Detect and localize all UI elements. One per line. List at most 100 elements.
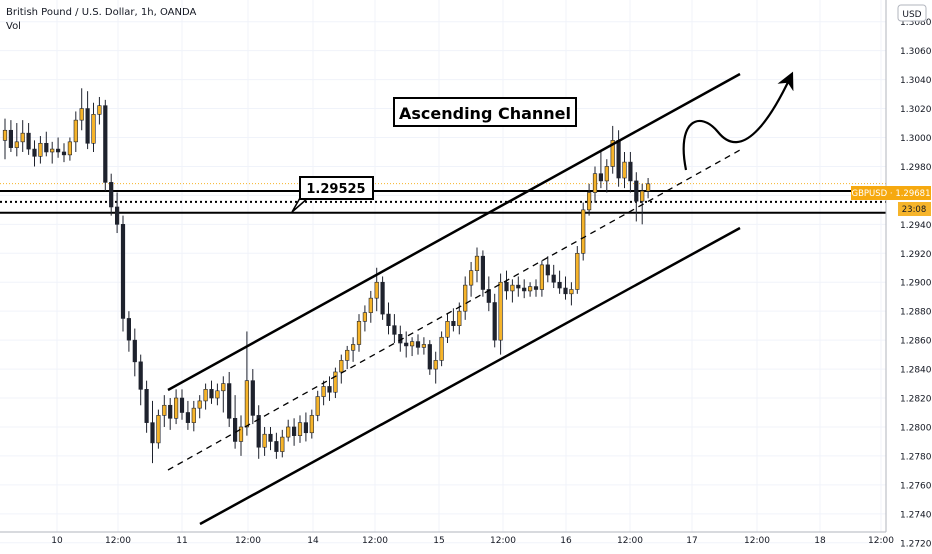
x-tick-label: 12:00: [105, 536, 131, 546]
candle-up: [333, 371, 338, 393]
x-tick-label: 14: [307, 536, 319, 546]
price-tag-label: GBPUSD · 1.29681: [852, 189, 931, 199]
candle-down: [256, 415, 261, 448]
candle-up: [622, 161, 627, 179]
candle-down: [522, 287, 527, 292]
candle-down: [185, 412, 191, 423]
candle-down: [233, 417, 238, 442]
candle-down: [486, 289, 491, 303]
candle-up: [409, 341, 415, 347]
candle-up: [569, 289, 574, 295]
symbol-title: British Pound / U.S. Dollar, 1h, OANDA: [6, 7, 197, 18]
candle-up: [91, 114, 96, 144]
candle-down: [168, 404, 173, 419]
candle-down: [386, 313, 391, 326]
candle-up: [581, 209, 586, 254]
level-callout-box: [299, 176, 374, 200]
candle-down: [327, 386, 332, 393]
candle-up: [463, 284, 468, 312]
y-tick-label: 1.27400: [900, 510, 932, 520]
candle-down: [115, 206, 120, 225]
candle-down: [132, 339, 137, 363]
candle-up: [286, 426, 291, 438]
y-tick-label: 1.27200: [900, 539, 932, 549]
candle-up: [197, 400, 202, 409]
candle-up: [356, 321, 362, 345]
candle-down: [415, 341, 421, 348]
y-tick-label: 1.30200: [900, 105, 932, 115]
candle-down: [109, 182, 114, 208]
x-tick-label: 17: [686, 536, 697, 546]
candle-up: [374, 281, 379, 299]
y-tick-label: 1.28400: [900, 366, 932, 376]
y-tick-label: 1.29400: [900, 221, 932, 231]
candle-up: [610, 140, 615, 167]
candle-down: [250, 380, 255, 416]
candle-up: [280, 436, 285, 452]
candle-down: [533, 286, 539, 290]
candle-up: [474, 255, 480, 271]
candle-down: [303, 422, 309, 434]
candle-up: [2, 129, 8, 141]
candle-down: [628, 161, 633, 182]
candle-down: [150, 422, 155, 444]
candle-up: [468, 270, 474, 286]
candle-down: [492, 302, 497, 341]
candle-down: [480, 255, 486, 290]
candle-down: [598, 173, 603, 182]
time-axis[interactable]: 10 12:00 11 12:00 14 12:00 15 12:00 16 12:00 17 12:…: [0, 531, 894, 546]
candle-down: [392, 325, 397, 335]
candle-down: [404, 342, 409, 347]
candle-up: [604, 166, 609, 182]
x-tick-label: 12:00: [490, 536, 516, 546]
candle-up: [156, 415, 161, 444]
candle-down: [551, 274, 556, 283]
grid-lines: [0, 0, 886, 544]
candle-up: [510, 284, 515, 292]
candle-up: [640, 190, 645, 202]
candle-up: [215, 390, 220, 399]
candle-up: [203, 389, 208, 402]
candle-up: [97, 105, 102, 115]
y-tick-label: 1.28000: [900, 423, 932, 433]
candle-down: [427, 344, 432, 370]
candle-down: [563, 287, 568, 295]
candle-down: [227, 383, 232, 419]
candle-down: [634, 180, 639, 202]
candles-group: [2, 88, 651, 464]
candle-up: [297, 422, 303, 436]
candle-up: [238, 426, 244, 442]
candle-up: [309, 415, 314, 434]
currency-badge-label: USD: [902, 10, 921, 20]
candle-down: [179, 397, 185, 413]
y-tick-label: 1.27800: [900, 452, 932, 462]
y-tick-label: 1.28200: [900, 395, 932, 405]
candle-up: [262, 433, 267, 448]
candle-down: [138, 361, 143, 390]
candle-down: [144, 389, 149, 423]
candle-down: [209, 389, 214, 399]
candle-up: [244, 380, 250, 428]
candle-up: [191, 407, 196, 423]
x-tick-label: 12:00: [868, 536, 894, 546]
x-tick-label: 12:00: [235, 536, 261, 546]
annotation-overlays: Ascending Channel 1.29525 USD GBPUSD · 1.29…: [291, 4, 931, 216]
x-tick-label: 10: [51, 536, 63, 546]
candle-up: [20, 132, 25, 143]
candle-up: [445, 321, 450, 338]
price-tag: [851, 186, 931, 200]
candle-up: [592, 173, 598, 193]
candle-down: [120, 224, 126, 319]
candle-up: [498, 281, 503, 341]
candle-down: [61, 151, 67, 156]
candle-down: [55, 148, 61, 153]
y-tick-label: 1.28600: [900, 337, 932, 347]
candle-up: [345, 349, 350, 361]
timer-tag-label: 23:08: [902, 205, 927, 215]
candle-up: [315, 396, 320, 416]
candle-up: [539, 264, 544, 290]
y-tick-label: 1.29800: [900, 163, 932, 173]
candle-down: [504, 281, 509, 292]
